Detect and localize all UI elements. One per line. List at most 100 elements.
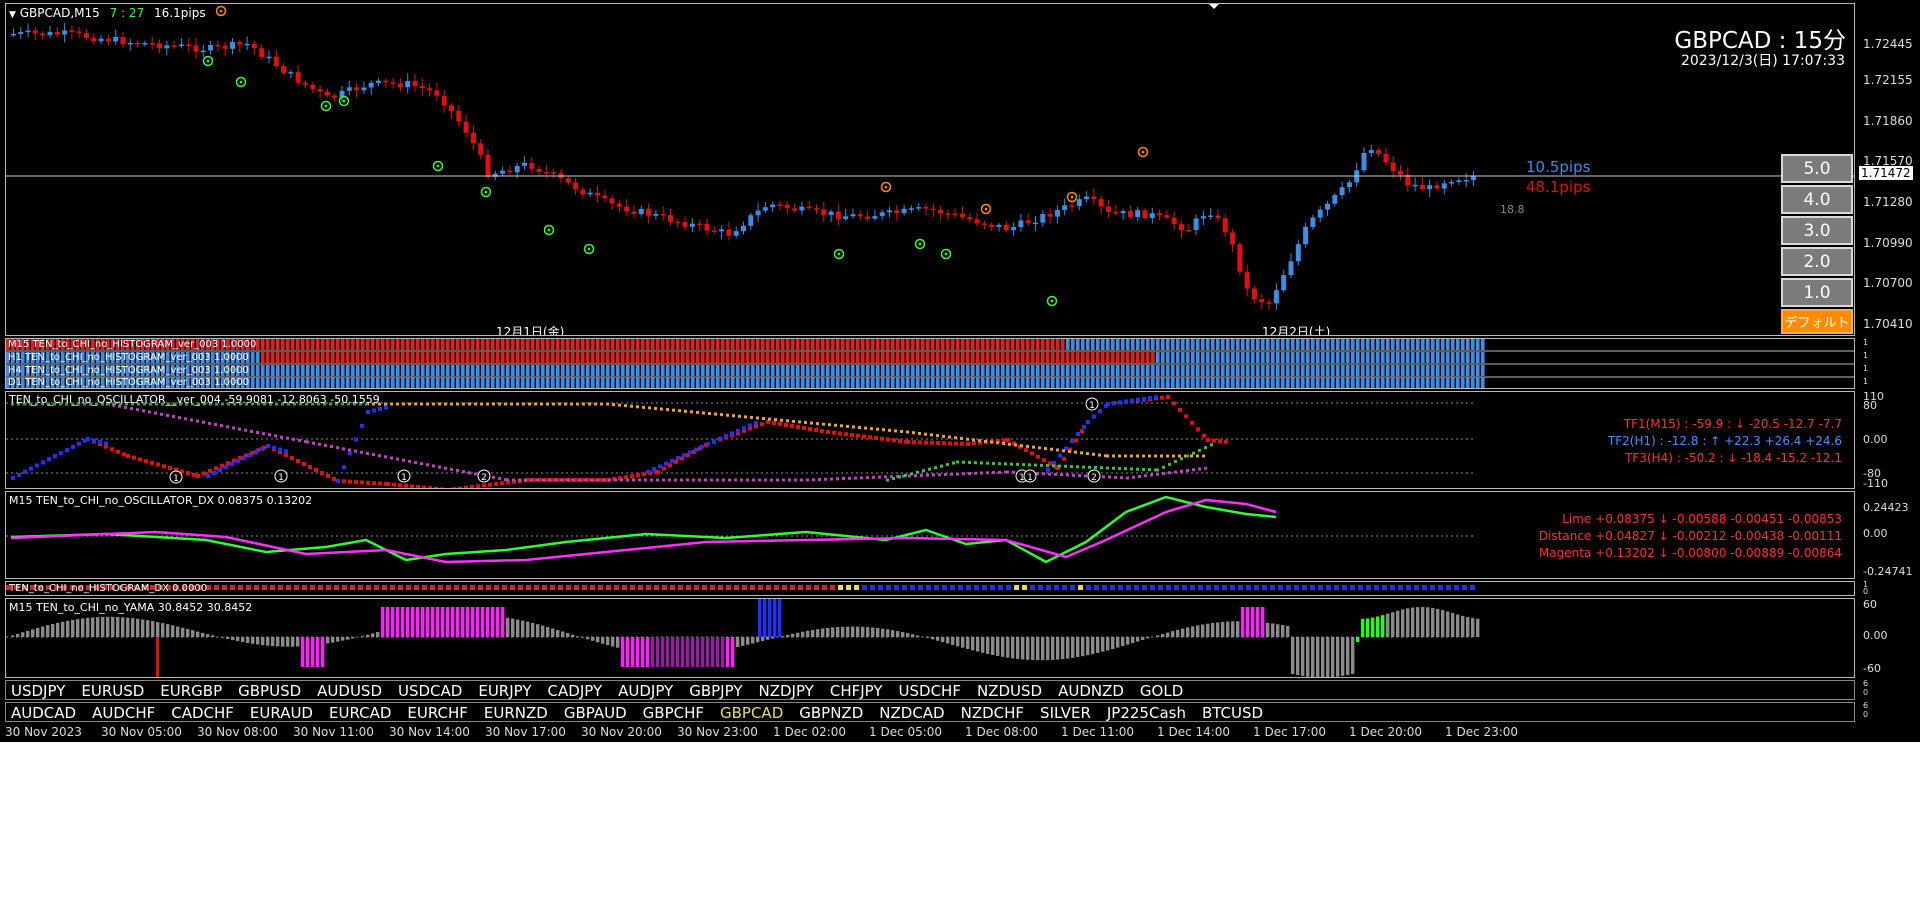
yama-bar <box>91 617 95 637</box>
hist-bar <box>1476 339 1480 350</box>
symbol-nzdchf[interactable]: NZDCHF <box>960 704 1025 722</box>
hist-dx-cell <box>758 585 763 590</box>
osc-tf2-dot <box>390 402 393 406</box>
hist-bar <box>606 352 610 363</box>
hist-bar <box>591 339 595 350</box>
buy-signal-marker <box>338 95 350 107</box>
symbol-jp225cash[interactable]: JP225Cash <box>1106 704 1186 722</box>
symbol-gbpusd[interactable]: GBPUSD <box>238 682 302 700</box>
yama-bar <box>106 616 110 637</box>
symbol-audchf[interactable]: AUDCHF <box>92 704 156 722</box>
yama-bar <box>176 626 180 637</box>
scale-button-3[interactable]: 3.0 <box>1781 216 1853 245</box>
symbol-silver[interactable]: SILVER <box>1040 704 1091 722</box>
symbol-cadjpy[interactable]: CADJPY <box>547 682 603 700</box>
symbol-nzdcad[interactable]: NZDCAD <box>879 704 945 722</box>
scale-button-1[interactable]: 1.0 <box>1781 278 1853 307</box>
osc-tf3-dot <box>1084 474 1087 478</box>
symbol-usdjpy[interactable]: USDJPY <box>11 682 66 700</box>
hist-dx-cell <box>1054 585 1059 590</box>
candle-body <box>295 72 301 83</box>
symbol-nzdjpy[interactable]: NZDJPY <box>758 682 814 700</box>
symbol-chfjpy[interactable]: CHFJPY <box>829 682 883 700</box>
hist-bar <box>1311 365 1315 376</box>
yama-bar <box>161 623 165 637</box>
osc-tf2-dot <box>504 402 507 406</box>
hist-dx-cell <box>94 585 99 590</box>
hist-bar <box>301 377 305 388</box>
symbol-eurusd[interactable]: EURUSD <box>81 682 145 700</box>
symbol-gold[interactable]: GOLD <box>1139 682 1184 700</box>
hist-bar <box>661 377 665 388</box>
hist-bar <box>741 339 745 350</box>
symbol-audusd[interactable]: AUDUSD <box>317 682 382 700</box>
hist-bar <box>386 377 390 388</box>
hist-bar <box>601 365 605 376</box>
yama-bar <box>756 637 760 643</box>
symbol-nzdusd[interactable]: NZDUSD <box>976 682 1043 700</box>
hist-bar <box>176 352 180 363</box>
symbol-euraud[interactable]: EURAUD <box>249 704 313 722</box>
hist-bar <box>1306 377 1310 388</box>
hist-bar <box>821 377 825 388</box>
osc-marker <box>169 470 183 484</box>
symbol-eurjpy[interactable]: EURJPY <box>478 682 532 700</box>
symbol-eurchf[interactable]: EURCHF <box>407 704 468 722</box>
hist-bar <box>456 377 460 388</box>
osc-tf1-dot <box>838 431 842 436</box>
yama-bar <box>786 634 790 637</box>
yama-bar <box>901 632 905 637</box>
symbol-gbpcad[interactable]: GBPCAD <box>720 704 784 722</box>
yama-bar <box>46 625 50 637</box>
symbol-gbpaud[interactable]: GBPAUD <box>563 704 627 722</box>
symbol-usdcad[interactable]: USDCAD <box>398 682 463 700</box>
osc-tf1-dot <box>186 471 190 476</box>
scale-button-4[interactable]: 4.0 <box>1781 185 1853 214</box>
yama-pane[interactable]: M15 TEN_to_CHI_no_YAMA 30.8452 30.8452 <box>5 598 1855 678</box>
candle-body <box>828 211 834 215</box>
hist-bar <box>1091 377 1095 388</box>
osc-tf2-dot <box>690 410 693 414</box>
hist-bar <box>1306 339 1310 350</box>
symbol-gbpjpy[interactable]: GBPJPY <box>689 682 743 700</box>
yama-bar <box>706 637 710 667</box>
osc-green-dot <box>1142 467 1145 471</box>
price-chart-canvas[interactable] <box>6 4 1855 336</box>
hist-bar <box>1146 377 1150 388</box>
hist-bar <box>161 339 165 350</box>
yama-bar <box>511 618 515 637</box>
osc-tf3-dot <box>438 465 441 469</box>
symbol-audcad[interactable]: AUDCAD <box>11 704 77 722</box>
main-chart-pane[interactable]: ▼ GBPCAD,M15 7 : 27 16.1pips GBPCAD : 15… <box>5 3 1855 336</box>
symbol-gbpnzd[interactable]: GBPNZD <box>799 704 864 722</box>
symbol-gbpchf[interactable]: GBPCHF <box>642 704 704 722</box>
hist-bar <box>126 377 130 388</box>
hist-bar <box>496 339 500 350</box>
symbol-btcusd[interactable]: BTCUSD <box>1201 704 1264 722</box>
hist-bar <box>631 365 635 376</box>
scale-default-button[interactable]: デフォルト <box>1781 309 1853 334</box>
candle-body <box>164 45 170 49</box>
symbol-eurcad[interactable]: EURCAD <box>328 704 392 722</box>
time-tick: 1 Dec 23:00 <box>1445 725 1519 739</box>
dx-pane[interactable]: M15 TEN_to_CHI_no_OSCILLATOR_DX 0.08375 … <box>5 491 1855 579</box>
scale-button-5[interactable]: 5.0 <box>1781 154 1853 183</box>
osc-tf1-dot <box>1056 466 1060 470</box>
scale-button-2[interactable]: 2.0 <box>1781 247 1853 276</box>
symbol-eurgbp[interactable]: EURGBP <box>160 682 223 700</box>
hist-bar <box>621 377 625 388</box>
sell-signal-dot <box>884 185 888 189</box>
symbol-usdchf[interactable]: USDCHF <box>898 682 961 700</box>
symbol-audnzd[interactable]: AUDNZD <box>1058 682 1124 700</box>
symbol-cadchf[interactable]: CADCHF <box>171 704 234 722</box>
symbol-eurnzd[interactable]: EURNZD <box>483 704 548 722</box>
collapse-icon[interactable]: ▼ <box>9 10 16 20</box>
hist-bar <box>271 352 275 363</box>
yama-spike <box>156 637 159 677</box>
osc-tf1-dot-blue <box>658 464 662 469</box>
hist-dx-cell <box>1430 585 1435 590</box>
yama-bar <box>971 637 975 651</box>
symbol-audjpy[interactable]: AUDJPY <box>618 682 674 700</box>
yama-bar <box>476 607 480 637</box>
